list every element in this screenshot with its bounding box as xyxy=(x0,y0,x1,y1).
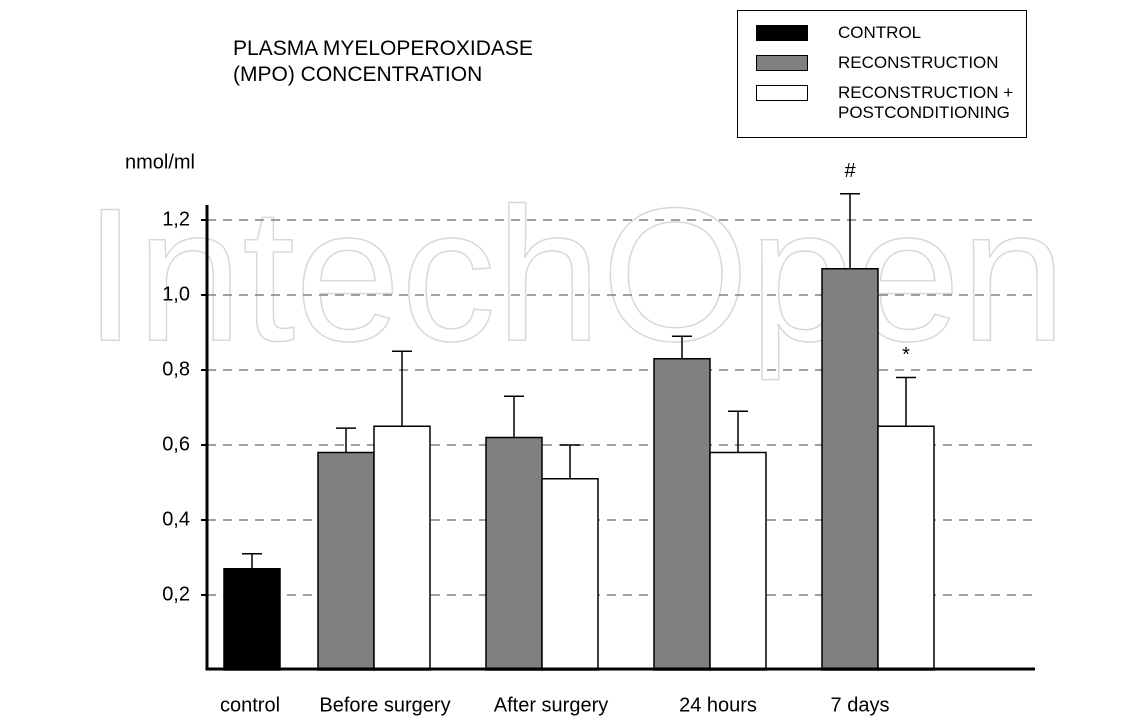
chart-title: PLASMA MYELOPEROXIDASE (MPO) CONCENTRATI… xyxy=(233,37,533,86)
legend-item: RECONSTRUCTION + POSTCONDITIONING xyxy=(756,83,1038,123)
y-tick-label: 1,0 xyxy=(162,283,190,305)
y-tick-label: 0,4 xyxy=(162,508,190,530)
annotation: # xyxy=(844,160,856,182)
bar xyxy=(877,425,935,671)
annotation: * xyxy=(902,344,910,366)
bar xyxy=(373,425,431,671)
y-tick-label: 0,8 xyxy=(162,358,190,380)
bar xyxy=(317,451,375,671)
bar xyxy=(821,268,879,671)
x-tick-label: After surgery xyxy=(494,694,608,716)
bar xyxy=(223,568,281,671)
x-tick-label: control xyxy=(220,694,280,716)
legend-item: CONTROL xyxy=(756,23,1038,43)
legend-swatch xyxy=(756,25,808,41)
y-tick-label: 0,6 xyxy=(162,433,190,455)
legend-label: RECONSTRUCTION xyxy=(838,53,999,72)
y-axis-label: nmol/ml xyxy=(125,151,195,173)
x-tick-label: 24 hours xyxy=(679,694,757,716)
bar xyxy=(541,478,599,671)
x-tick-label: Before surgery xyxy=(319,694,450,716)
legend-label: RECONSTRUCTION + POSTCONDITIONING xyxy=(838,83,1014,122)
bar xyxy=(485,436,543,671)
legend-swatch xyxy=(756,55,808,71)
x-tick-label: 7 days xyxy=(831,694,890,716)
y-tick-label: 0,2 xyxy=(162,583,190,605)
y-tick-label: 1,2 xyxy=(162,208,190,230)
bar xyxy=(653,358,711,671)
watermark: IntechOpen xyxy=(84,169,1066,381)
legend: CONTROL RECONSTRUCTION RECONSTRUCTION + PO… xyxy=(737,10,1027,138)
legend-item: RECONSTRUCTION xyxy=(756,53,1038,73)
legend-swatch xyxy=(756,85,808,101)
bar xyxy=(709,451,767,671)
legend-label: CONTROL xyxy=(838,23,922,42)
